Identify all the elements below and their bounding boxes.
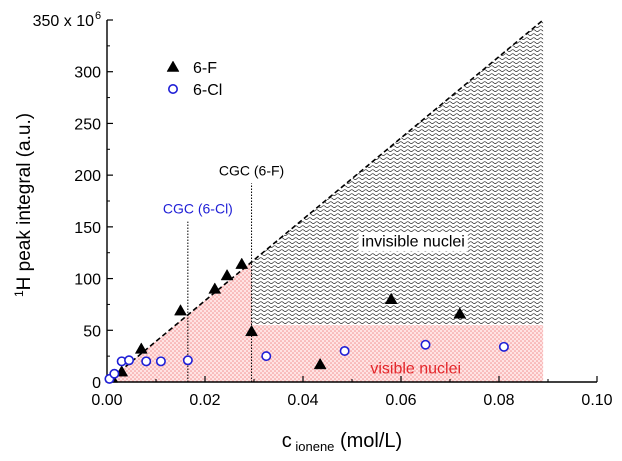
point-6f	[453, 307, 467, 319]
y-tick-label: 100	[74, 272, 101, 289]
point-6cl	[339, 345, 350, 356]
y-tick-label: 0	[92, 375, 101, 392]
y-tick-label: 300	[74, 65, 101, 82]
point-6f	[174, 304, 187, 316]
y-tick-label: 50	[83, 323, 101, 340]
point-6cl	[155, 356, 166, 367]
visible-nuclei-label: visible nuclei	[370, 361, 461, 378]
point-6cl	[498, 341, 509, 352]
y-tick-label: 250	[74, 116, 101, 133]
x-tick-label: 0.04	[287, 392, 318, 409]
point-6cl	[182, 355, 193, 366]
line-layer	[106, 19, 544, 383]
text-layer: 0.00 0.02 0.04 0.06 0.08 0.10 0 50 100 150 200 250 3…	[12, 10, 613, 454]
x-tick-label: 0.00	[91, 392, 122, 409]
x-axis-label-subscript: ionene	[292, 439, 335, 454]
point-6f	[134, 342, 148, 354]
y-tick-label: 350 x 10	[33, 13, 94, 30]
point-6cl	[141, 356, 152, 367]
invisible-nuclei-region	[251, 20, 544, 326]
point-6f	[384, 292, 398, 305]
point-6cl	[109, 368, 120, 379]
cgc-label-6cl: CGC (6-Cl)	[163, 201, 233, 217]
point-6cl	[124, 355, 135, 366]
point-6f	[235, 257, 249, 269]
cgc-label-6f: CGC (6-F)	[219, 162, 284, 178]
y-axis-label-text: H peak integral (a.u.)	[14, 113, 35, 290]
point-6f	[208, 282, 222, 294]
point-6cl	[420, 339, 431, 350]
x-axis-label: c ionene (mol/L)	[282, 430, 402, 454]
point-6f	[245, 324, 258, 337]
y-tick-label: 150	[74, 220, 101, 237]
legend-label-6f: 6-F	[193, 60, 217, 77]
point-6f	[220, 268, 234, 281]
x-axis-label-unit: (mol/L)	[334, 430, 402, 452]
invisible-nuclei-label: invisible nuclei	[362, 234, 465, 251]
legend-marker-6f	[166, 60, 180, 72]
legend-marker-6cl	[168, 84, 179, 95]
x-tick-label: 0.02	[189, 392, 220, 409]
x-axis-label-main: c	[282, 430, 292, 452]
y-axis-label: 1H peak integral (a.u.)	[12, 113, 35, 297]
x-tick-label: 0.08	[483, 392, 514, 409]
point-6cl	[261, 351, 272, 362]
legend-label-6cl: 6-Cl	[193, 82, 222, 99]
x-tick-label: 0.06	[385, 392, 416, 409]
diagonal-dashed-line	[106, 19, 544, 383]
x-tick-label: 0.10	[581, 392, 612, 409]
invisible-nuclei-label-bg	[358, 232, 468, 252]
y-axis-label-superscript: 1	[12, 290, 26, 297]
point-6f	[313, 357, 327, 370]
axes-layer	[106, 19, 598, 383]
y-tick-exponent: 6	[95, 10, 101, 22]
marks-layer	[104, 60, 509, 384]
y-tick-label: 200	[74, 168, 101, 185]
